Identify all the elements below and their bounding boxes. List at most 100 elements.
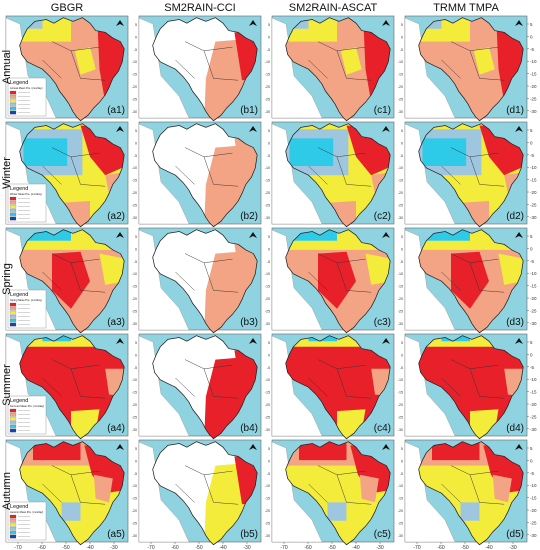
lon-tick-label: -70 xyxy=(280,545,287,550)
lat-tick-label: -5 xyxy=(400,260,403,264)
lat-tick-label: -5 xyxy=(400,154,403,158)
lat-tick-label: -15 xyxy=(398,73,403,77)
precip-zone-high xyxy=(93,474,113,503)
state-borders xyxy=(308,359,372,399)
neighbor-land xyxy=(138,335,190,437)
state-borders xyxy=(175,253,239,293)
precip-zone-medium xyxy=(74,47,96,75)
lat-tick-label: -30 xyxy=(398,110,403,114)
neighbor-land xyxy=(404,229,456,331)
lat-tick-label: -30 xyxy=(265,428,270,432)
map-panel-d4: (d4) xyxy=(404,333,528,440)
north-arrow-icon xyxy=(116,126,124,132)
map-panel-d5: (d5) xyxy=(404,439,528,546)
north-arrow-icon xyxy=(515,444,523,450)
lat-tick-label: -25 xyxy=(398,97,403,101)
lat-tick-label: -5 xyxy=(400,366,403,370)
lat-tick-label: 5 xyxy=(268,129,270,133)
lat-tick-label: -30 xyxy=(398,216,403,220)
legend-swatch xyxy=(9,428,17,433)
legend-swatch xyxy=(9,416,17,421)
lat-tick-label: -25 xyxy=(132,97,137,101)
column-title: SM2RAIN-ASCAT xyxy=(289,2,378,14)
lat-tick-label: -30 xyxy=(132,534,137,538)
lon-tick-label: -70 xyxy=(14,545,21,550)
state-borders xyxy=(42,465,106,505)
lat-tick-label: -20 xyxy=(398,191,403,195)
precip-zone-very-low xyxy=(23,138,68,166)
state-borders xyxy=(441,253,505,293)
lon-tick-label: -40 xyxy=(86,545,93,550)
lat-tick-label: 0 xyxy=(401,353,403,357)
lon-tick-label: -30 xyxy=(376,545,383,550)
lon-tick-label: -60 xyxy=(38,545,45,550)
precip-zone-low xyxy=(327,502,347,521)
lat-tick-label: 0 xyxy=(401,459,403,463)
precip-zone-medium xyxy=(473,47,495,75)
north-arrow-icon xyxy=(515,126,523,132)
lon-tick-label: -30 xyxy=(110,545,117,550)
lat-tick-label: -15 xyxy=(132,497,137,501)
lat-tick-label: -30 xyxy=(530,109,537,114)
lat-tick-label: -25 xyxy=(132,203,137,207)
lat-tick-label: -10 xyxy=(132,166,137,170)
lat-tick-label: -20 xyxy=(265,191,270,195)
column-title: SM2RAIN-CCI xyxy=(164,2,236,14)
lat-tick-label: -15 xyxy=(530,390,537,395)
map-panel-c1: (c1) xyxy=(271,15,395,122)
lat-tick-label: -30 xyxy=(265,534,270,538)
panel-label: (b4) xyxy=(240,423,258,434)
panel-label: (c2) xyxy=(374,211,391,222)
lat-tick-label: 0 xyxy=(268,459,270,463)
legend-swatch xyxy=(9,302,17,307)
lat-tick-label: 5 xyxy=(530,22,533,27)
panel-label: (c1) xyxy=(374,105,391,116)
panel-label: (d4) xyxy=(506,423,524,434)
lat-tick-label: -10 xyxy=(398,378,403,382)
lat-tick-label: -5 xyxy=(530,47,534,52)
panel-label: (a1) xyxy=(107,105,125,116)
lat-tick-label: -5 xyxy=(267,366,270,370)
row-title: Autumn xyxy=(1,472,13,510)
legend-title: Legend xyxy=(10,292,28,298)
lat-tick-label: 5 xyxy=(268,235,270,239)
lon-tick-label: -70 xyxy=(413,545,420,550)
precip-zone-very-high xyxy=(432,441,480,461)
map-panel-d2: (d2) xyxy=(404,121,528,228)
north-arrow-icon xyxy=(116,232,124,238)
neighbor-land xyxy=(404,441,456,543)
map-panel-c5: (c5) xyxy=(271,439,395,546)
lat-tick-label: -30 xyxy=(132,428,137,432)
lat-tick-label: -15 xyxy=(265,497,270,501)
lat-tick-label: -10 xyxy=(265,484,270,488)
lon-tick-label: -70 xyxy=(147,545,154,550)
neighbor-land xyxy=(138,229,190,331)
lat-tick-label: -5 xyxy=(530,471,534,476)
lat-tick-label: 0 xyxy=(135,35,137,39)
north-arrow-icon xyxy=(515,338,523,344)
lat-tick-label: -25 xyxy=(132,521,137,525)
panel-label: (c3) xyxy=(374,317,391,328)
panel-label: (d2) xyxy=(506,211,524,222)
map-panel-b4: (b4) xyxy=(138,333,262,440)
lat-tick-label: -10 xyxy=(398,484,403,488)
north-arrow-icon xyxy=(382,444,390,450)
lat-tick-label: -25 xyxy=(398,203,403,207)
lat-tick-label: -10 xyxy=(265,378,270,382)
neighbor-land xyxy=(271,17,323,119)
panel-label: (d3) xyxy=(506,317,524,328)
lat-tick-label: -20 xyxy=(265,85,270,89)
lat-tick-label: -10 xyxy=(132,378,137,382)
lat-tick-label: -30 xyxy=(530,321,537,326)
lat-tick-label: -15 xyxy=(530,72,537,77)
legend-swatch xyxy=(9,200,17,205)
lat-tick-label: 0 xyxy=(530,458,533,463)
state-borders xyxy=(441,147,505,187)
lat-tick-label: -20 xyxy=(530,84,537,89)
lat-tick-label: 5 xyxy=(401,447,403,451)
